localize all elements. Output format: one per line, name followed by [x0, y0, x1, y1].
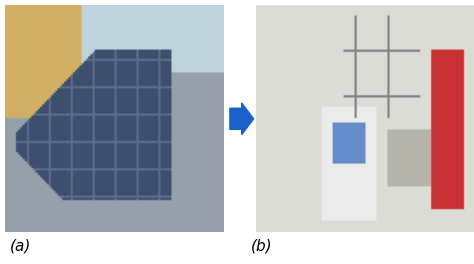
Text: (a): (a): [9, 238, 31, 253]
FancyArrow shape: [230, 103, 254, 135]
Text: (b): (b): [251, 238, 273, 253]
